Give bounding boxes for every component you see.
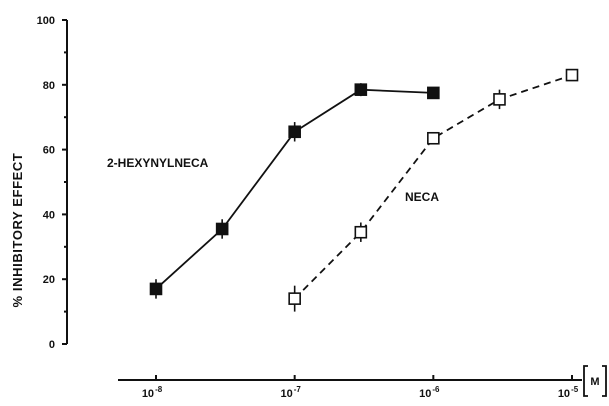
x-unit-label: M (583, 365, 607, 397)
y-tick-label: 60 (43, 145, 55, 157)
data-point-marker (427, 131, 440, 145)
y-ticks: 0 20 40 60 80 100 (37, 15, 67, 351)
y-tick-label: 100 (37, 15, 55, 27)
series-line-1 (294, 74, 573, 300)
data-point-marker (149, 282, 163, 296)
data-point-marker (493, 93, 506, 106)
data-point-marker (215, 222, 229, 236)
series-label-neca: NECA (405, 190, 439, 204)
data-point-marker (288, 125, 301, 139)
y-tick-label: 0 (49, 339, 55, 351)
x-tick-label: 10-6 (419, 385, 440, 400)
series-line-0 (155, 88, 434, 290)
series-label-hexynylneca: 2-HEXYNYLNECA (107, 156, 209, 170)
data-point-marker (565, 68, 579, 82)
x-tick-label: 10-5 (558, 385, 579, 400)
y-tick-label: 20 (43, 274, 55, 286)
x-tick-label: 10-8 (142, 385, 163, 400)
series-layer (149, 68, 579, 312)
data-point-marker (427, 86, 440, 100)
data-point-marker (354, 83, 368, 96)
data-point-marker (354, 225, 368, 239)
x-unit-text: M (590, 376, 599, 388)
y-tick-label: 40 (43, 209, 55, 221)
x-tick-label: 10-7 (280, 385, 301, 400)
y-axis-title: % INHIBITORY EFFECT (10, 153, 25, 308)
data-point-marker (288, 292, 301, 305)
x-ticks: 10-8 10-7 10-6 10-5 (142, 375, 579, 400)
y-tick-label: 80 (43, 80, 55, 92)
